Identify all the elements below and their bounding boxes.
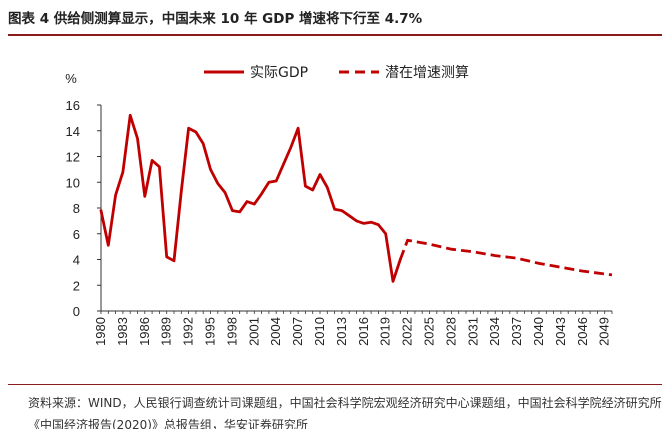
y-tick-label: 0 — [73, 304, 80, 319]
chart-axes — [100, 105, 612, 312]
x-tick-label: 1986 — [137, 317, 152, 346]
y-tick-label: 16 — [66, 98, 80, 113]
chart-legend: 实际GDP 潜在增速测算 — [204, 65, 469, 81]
y-tick-label: 4 — [73, 253, 80, 268]
x-tick-label: 2013 — [334, 317, 349, 346]
y-tick-label: 8 — [73, 201, 80, 216]
source-note: 资料来源：WIND，人民银行调查统计司课题组，中国社会科学院宏观经济研究中心课题… — [28, 396, 662, 429]
y-tick-label: 14 — [66, 124, 80, 139]
x-tick-label: 1992 — [181, 317, 196, 346]
x-tick-label: 2037 — [509, 317, 524, 346]
x-tick-label: 2004 — [268, 317, 283, 346]
y-axis-unit-label: % — [65, 71, 77, 86]
x-axis-ticks: 1980 1983 1986 1989 1992 1995 1998 2001 2004 2007… — [93, 311, 613, 346]
x-tick-label: 2019 — [378, 317, 393, 346]
x-tick-label: 2034 — [487, 317, 502, 346]
x-tick-label: 2001 — [246, 317, 261, 346]
y-tick-label: 10 — [66, 175, 80, 190]
x-tick-label: 1995 — [203, 317, 218, 346]
x-tick-label: 1998 — [224, 317, 239, 346]
x-tick-label: 2016 — [356, 317, 371, 346]
x-tick-label: 2049 — [597, 317, 612, 346]
x-tick-label: 2046 — [575, 317, 590, 346]
x-tick-label: 2010 — [312, 317, 327, 346]
x-tick-label: 2040 — [531, 317, 546, 346]
x-tick-label: 1983 — [115, 317, 130, 346]
y-axis-ticks: % 0 2 4 6 8 10 12 14 16 — [65, 71, 101, 319]
x-tick-label: 1989 — [159, 317, 174, 346]
x-tick-label: 2043 — [553, 317, 568, 346]
chart-series — [99, 113, 613, 283]
x-tick-label: 2031 — [465, 317, 480, 346]
x-tick-label: 2025 — [422, 317, 437, 346]
potential-growth-line — [398, 238, 613, 277]
x-tick-label: 2028 — [443, 317, 458, 346]
legend-actual-gdp-label: 实际GDP — [250, 65, 308, 81]
x-tick-label: 2022 — [400, 317, 415, 346]
figure-title: 图表 4 供给侧测算显示，中国未来 10 年 GDP 增速将下行至 4.7% — [8, 11, 423, 27]
y-tick-label: 2 — [73, 278, 80, 293]
title-rule — [8, 34, 662, 36]
footer-rule — [8, 384, 662, 385]
x-tick-label: 2007 — [290, 317, 305, 346]
y-tick-label: 6 — [73, 227, 80, 242]
y-tick-label: 12 — [66, 150, 80, 165]
x-tick-label: 1980 — [93, 317, 108, 346]
legend-potential-growth-label: 潜在增速测算 — [385, 65, 469, 81]
actual-gdp-line — [99, 113, 402, 283]
